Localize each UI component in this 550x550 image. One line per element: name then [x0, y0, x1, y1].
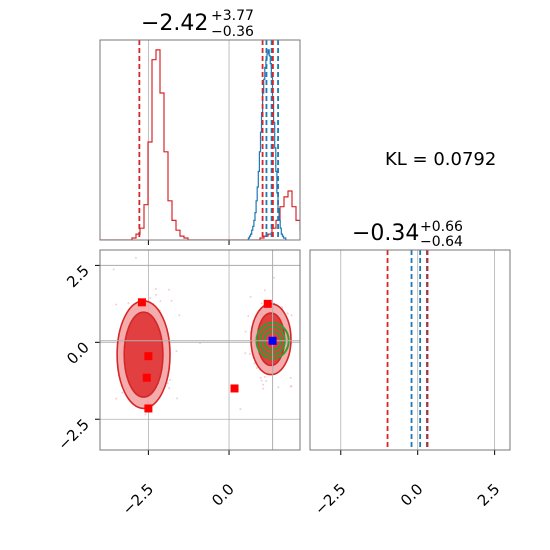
red-marker	[230, 384, 239, 393]
sample-point	[248, 353, 251, 356]
x-tick-label: −2.5	[311, 480, 349, 518]
param-1-plus: +3.77	[211, 8, 254, 24]
joint-plot-area	[100, 250, 300, 450]
param-1-minus: −0.36	[211, 24, 254, 40]
sample-point	[272, 276, 275, 279]
sample-point	[175, 350, 178, 353]
red-contour	[123, 311, 164, 398]
panel-frame	[309, 249, 511, 451]
sample-point	[244, 352, 247, 355]
sample-point	[244, 330, 247, 333]
red-marker	[263, 299, 272, 308]
sample-point	[199, 342, 202, 345]
param-2-title: −0.34	[352, 221, 419, 246]
red-marker	[142, 373, 151, 382]
param-2-plus: +0.66	[420, 219, 463, 235]
sample-point	[144, 413, 147, 416]
sample-point	[263, 375, 266, 378]
sample-point	[255, 367, 258, 370]
blue-histogram	[387, 254, 442, 450]
sample-point	[263, 289, 266, 292]
sample-point	[249, 295, 252, 298]
sample-point	[149, 297, 152, 300]
red-histogram	[310, 387, 510, 450]
sample-point	[262, 387, 265, 390]
sample-point	[265, 379, 268, 382]
sample-point	[178, 314, 181, 317]
red-histogram	[100, 49, 300, 240]
sample-point	[289, 376, 292, 379]
sample-point	[262, 383, 265, 386]
marginal-panel-param-1	[99, 39, 301, 245]
sample-point	[290, 314, 293, 317]
panel-frame	[99, 249, 301, 451]
sample-point	[170, 299, 173, 302]
sample-point	[159, 300, 162, 303]
sample-point	[121, 391, 124, 394]
y-tick-label: 2.5	[63, 261, 93, 291]
sample-point	[176, 397, 179, 400]
x-tick-label: 2.5	[474, 480, 504, 510]
sample-point	[286, 312, 289, 315]
sample-point	[260, 379, 263, 382]
kl-annotation: KL = 0.0792	[385, 149, 496, 170]
param-2-median: −0.34	[352, 221, 419, 246]
sample-point	[112, 268, 115, 271]
sample-point	[247, 315, 250, 318]
sample-point	[115, 397, 118, 400]
sample-point	[167, 288, 170, 291]
y-tick-label: 0.0	[63, 338, 93, 368]
sample-point	[115, 303, 118, 306]
sample-point	[127, 302, 130, 305]
param-2-minus: −0.64	[420, 234, 463, 250]
x-tick-label: 0.0	[208, 480, 238, 510]
sample-point	[154, 293, 157, 296]
sample-point	[169, 378, 172, 381]
sample-point	[154, 287, 157, 290]
blue-marker	[268, 336, 277, 345]
sample-point	[260, 302, 263, 305]
joint-panel: −2.5 0.0 −2.5 0.0 2.5	[54, 249, 301, 519]
x-tick-label: −2.5	[119, 480, 157, 518]
marginal-panel-param-2: −2.5 0.0 2.5	[309, 249, 511, 519]
sample-point	[281, 305, 284, 308]
sample-point	[134, 256, 137, 259]
blue-histogram	[247, 49, 287, 240]
param-1-title: −2.42	[141, 11, 208, 36]
red-marker	[137, 298, 146, 307]
sample-point	[290, 385, 293, 388]
red-marker	[144, 352, 153, 361]
sample-point	[168, 387, 171, 390]
x-tick-label: 0.0	[397, 480, 427, 510]
sample-point	[239, 408, 242, 411]
sample-point	[166, 382, 169, 385]
param-1-median: −2.42	[141, 11, 208, 36]
y-tick-label: −2.5	[54, 415, 92, 453]
sample-point	[259, 376, 262, 379]
panel-frame	[99, 39, 301, 241]
sample-point	[277, 386, 280, 389]
sample-point	[253, 362, 256, 365]
red-marker	[144, 404, 153, 413]
